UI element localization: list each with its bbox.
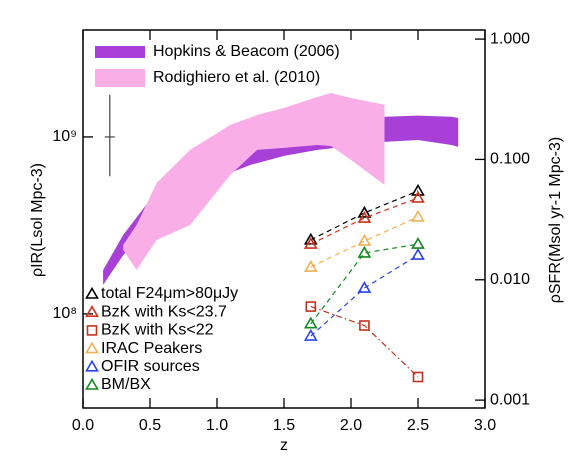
x-tick-label: 1.5 (273, 417, 295, 434)
x-tick-label: 2.5 (407, 417, 429, 434)
y-tick-label: 10⁸ (52, 305, 77, 322)
y2-tick-label: 0.010 (490, 271, 530, 288)
marker (359, 320, 370, 331)
legend-marker (85, 359, 99, 372)
marker (411, 237, 425, 249)
series-line (310, 190, 419, 241)
legend-label: BzK with Ks<23.7 (101, 303, 227, 320)
marker (305, 301, 317, 312)
series-line (310, 197, 419, 245)
legend-swatch (95, 69, 145, 87)
x-axis-label: z (280, 437, 288, 454)
series-line (310, 216, 419, 268)
marker (411, 190, 425, 203)
x-tick-label: 2.0 (340, 417, 362, 434)
legend-marker (85, 305, 99, 317)
legend-marker (85, 377, 99, 390)
marker (412, 371, 424, 383)
y2-axis-label: ρSFR(Msol yr-1 Mpc-3) (547, 137, 564, 303)
legend-label: total F24μm>80μJy (101, 285, 238, 302)
marker (303, 259, 318, 272)
legend-label: IRAC Peakers (101, 340, 202, 357)
band (123, 93, 385, 271)
marker (303, 316, 318, 329)
marker (357, 245, 372, 258)
legend-marker (86, 325, 98, 336)
marker (303, 237, 318, 249)
marker (357, 233, 372, 246)
x-tick-label: 1.0 (206, 417, 228, 434)
legend-label: BM/BX (101, 376, 151, 393)
series-line (310, 254, 419, 337)
legend-marker (85, 286, 99, 299)
y2-tick-label: 0.100 (490, 151, 530, 168)
legend-swatch (95, 46, 145, 58)
marker (411, 247, 425, 260)
marker (411, 209, 425, 222)
legend-label: Hopkins & Beacom (2006) (153, 43, 340, 60)
x-tick-label: 0.5 (139, 417, 161, 434)
legend-marker (85, 341, 99, 354)
marker (303, 328, 318, 341)
legend-label: Rodighiero et al. (2010) (153, 69, 320, 86)
legend-label: BzK with Ks<22 (101, 322, 214, 339)
legend-label: OFIR sources (101, 358, 200, 375)
x-tick-label: 0.0 (72, 417, 94, 434)
y2-tick-label: 1.000 (490, 30, 530, 47)
y-axis-label: ρIR(Lsol Mpc-3) (29, 163, 46, 277)
y2-tick-label: 0.001 (490, 391, 530, 408)
marker (357, 210, 372, 223)
marker (411, 183, 425, 196)
marker (357, 280, 372, 293)
series-line (310, 306, 419, 378)
series-line (310, 243, 419, 325)
x-tick-label: 3.0 (474, 417, 496, 434)
y-tick-label: 10⁹ (52, 128, 77, 145)
marker (357, 205, 372, 218)
